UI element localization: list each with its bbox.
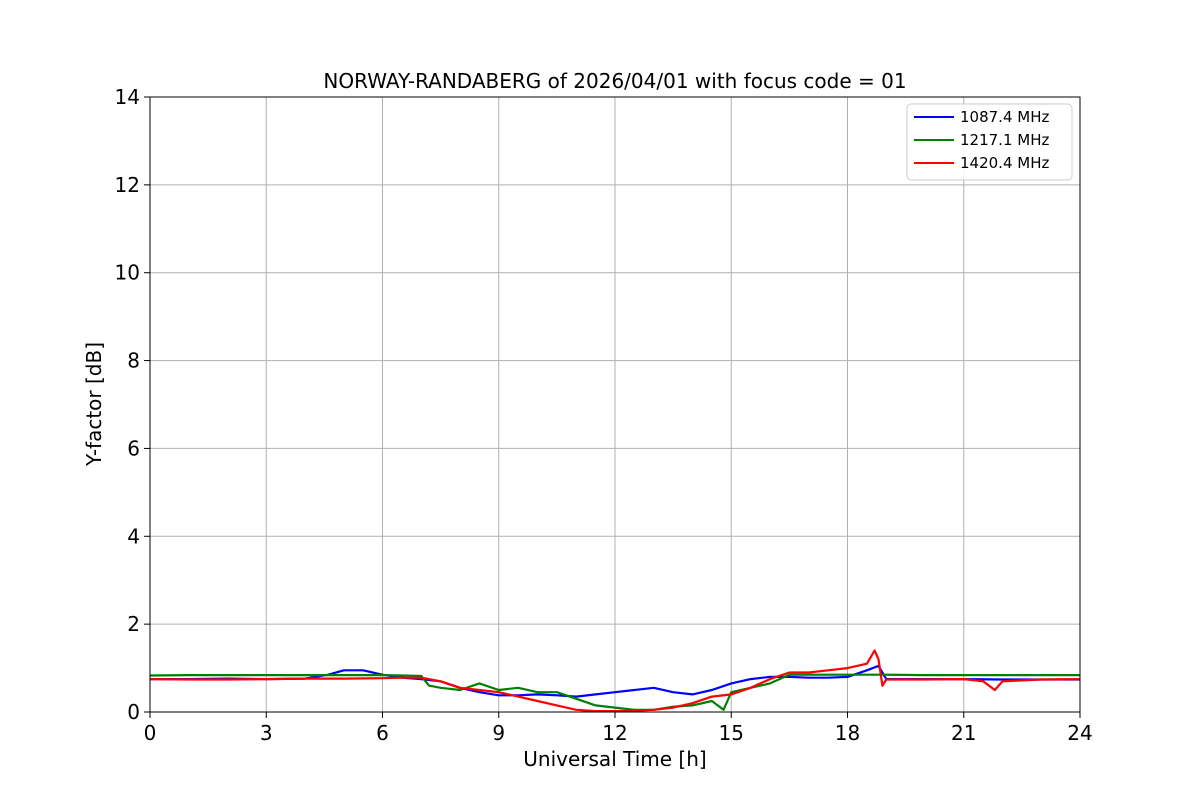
x-tick-label: 21 bbox=[951, 721, 976, 745]
x-tick-label: 18 bbox=[835, 721, 860, 745]
chart-title: NORWAY-RANDABERG of 2026/04/01 with focu… bbox=[323, 69, 906, 93]
x-tick-label: 6 bbox=[376, 721, 389, 745]
legend-label-0: 1087.4 MHz bbox=[960, 108, 1049, 126]
legend: 1087.4 MHz 1217.1 MHz 1420.4 MHz bbox=[906, 103, 1073, 181]
y-tick-label: 4 bbox=[127, 524, 140, 548]
y-tick-label: 12 bbox=[115, 173, 140, 197]
y-tick-label: 6 bbox=[127, 436, 140, 460]
y-tick-label: 8 bbox=[127, 349, 140, 373]
y-tick-label: 2 bbox=[127, 612, 140, 636]
x-tick-label: 3 bbox=[260, 721, 273, 745]
legend-label-1: 1217.1 MHz bbox=[960, 131, 1049, 149]
legend-box bbox=[906, 103, 1073, 181]
x-tick-label: 15 bbox=[719, 721, 744, 745]
x-tick-label: 9 bbox=[492, 721, 505, 745]
y-tick-label: 0 bbox=[127, 700, 140, 724]
y-axis-label: Y-factor [dB] bbox=[82, 342, 106, 467]
y-tick-label: 10 bbox=[115, 261, 140, 285]
x-tick-label: 0 bbox=[144, 721, 157, 745]
series-lines bbox=[149, 649, 1081, 713]
series-line-0 bbox=[150, 664, 1080, 698]
legend-label-2: 1420.4 MHz bbox=[960, 154, 1049, 172]
x-tick-label: 12 bbox=[602, 721, 627, 745]
series-line-2 bbox=[149, 649, 1081, 713]
x-axis-label: Universal Time [h] bbox=[523, 747, 706, 771]
y-tick-label: 14 bbox=[115, 85, 140, 109]
x-tick-label: 24 bbox=[1067, 721, 1092, 745]
